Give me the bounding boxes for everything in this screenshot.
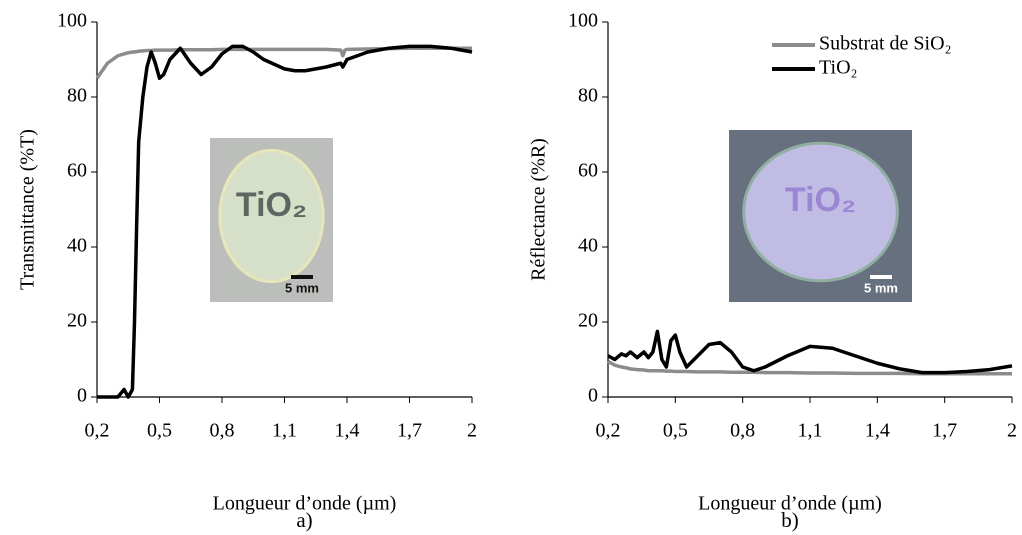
x-tick-label: 0,2 xyxy=(596,420,621,442)
inset-label: TiO₂ xyxy=(236,186,307,224)
scale-label: 5 mm xyxy=(285,280,319,295)
series-line xyxy=(607,359,1012,376)
series-line xyxy=(95,46,472,80)
y-tick-label: 100 xyxy=(57,10,87,32)
x-tick-label: 1,4 xyxy=(335,420,360,442)
y-tick-label: 80 xyxy=(67,85,87,107)
y-tick-label: 80 xyxy=(578,85,598,107)
x-tick-label: 2 xyxy=(1007,420,1017,442)
y-tick-label: 40 xyxy=(578,235,598,257)
scale-bar xyxy=(291,275,313,279)
x-tick-label: 1,4 xyxy=(865,420,890,442)
sample-disc xyxy=(218,148,325,284)
x-tick-label: 1,7 xyxy=(932,420,957,442)
y-tick-label: 20 xyxy=(67,310,87,332)
y-tick-label: 60 xyxy=(67,160,87,182)
legend-label: Substrat de SiO₂ xyxy=(819,33,952,55)
x-tick-label: 1,7 xyxy=(397,420,422,442)
x-tick-label: 1,1 xyxy=(798,420,823,442)
scale-bar xyxy=(870,275,892,279)
scale-label: 5 mm xyxy=(864,280,898,295)
y-tick-label: 0 xyxy=(588,385,598,407)
y-axis-title: Transmittance (%T) xyxy=(17,129,39,290)
x-axis-title: Longueur d’onde (µm) xyxy=(698,493,882,515)
x-tick-label: 0,8 xyxy=(210,420,235,442)
caption: b) xyxy=(781,508,799,532)
y-tick-label: 40 xyxy=(67,235,87,257)
chart-panel: TiO₂ 5 mm 0 20 40 60 80 100 0,2 0,5 0,8 1,1 1,4 1,7 2 L… xyxy=(17,10,477,532)
inset-label: TiO₂ xyxy=(785,181,856,219)
x-tick-label: 2 xyxy=(467,420,477,442)
y-tick-label: 20 xyxy=(578,310,598,332)
x-tick-label: 1,1 xyxy=(272,420,297,442)
series-line xyxy=(607,329,1013,375)
sample-disc xyxy=(742,141,899,283)
y-tick-label: 100 xyxy=(568,10,598,32)
x-axis-title: Longueur d’onde (µm) xyxy=(213,493,397,515)
x-tick-label: 0,2 xyxy=(85,420,110,442)
legend-label: TiO₂ xyxy=(819,57,858,79)
x-tick-label: 0,8 xyxy=(730,420,755,442)
y-tick-label: 60 xyxy=(578,160,598,182)
x-tick-label: 0,5 xyxy=(663,420,688,442)
y-tick-label: 0 xyxy=(77,385,87,407)
series-line xyxy=(97,44,473,399)
chart-panel: TiO₂ 5 mm 0 20 40 60 80 100 0,2 0,5 0,8 1,1 1,4 1,7 2 L… xyxy=(528,10,1017,532)
caption: a) xyxy=(296,508,312,532)
y-axis-title: Réflectance (%R) xyxy=(528,138,550,281)
x-tick-label: 0,5 xyxy=(147,420,172,442)
